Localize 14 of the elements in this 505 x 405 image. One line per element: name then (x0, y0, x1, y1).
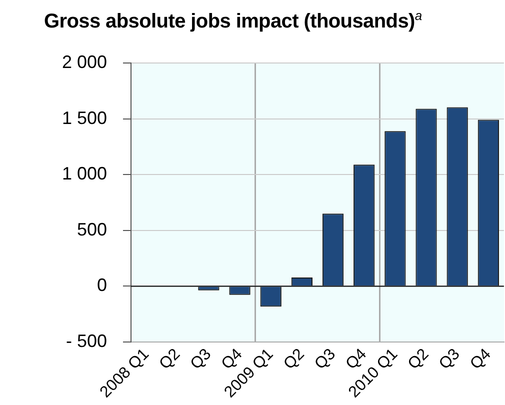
x-tick-label: Q2 (156, 346, 184, 373)
chart-title: Gross absolute jobs impact (thousands)$^{a}$ (44, 8, 422, 34)
y-tick-label: 1 500 (62, 108, 107, 128)
y-tick-label: - 500 (66, 330, 107, 351)
x-tick-label: Q3 (188, 346, 215, 373)
y-tick-label: 1 000 (62, 164, 107, 184)
x-tick-label: Q2 (405, 346, 432, 373)
x-tick-label: Q4 (467, 346, 494, 373)
x-tick-label: Q3 (436, 346, 464, 373)
x-tick-label: Q2 (280, 346, 308, 373)
y-tick-label: 0 (96, 275, 107, 296)
x-tick-label: Q3 (312, 346, 340, 373)
y-tick-label: 500 (76, 219, 107, 240)
y-tick-label: 2 000 (62, 52, 107, 72)
